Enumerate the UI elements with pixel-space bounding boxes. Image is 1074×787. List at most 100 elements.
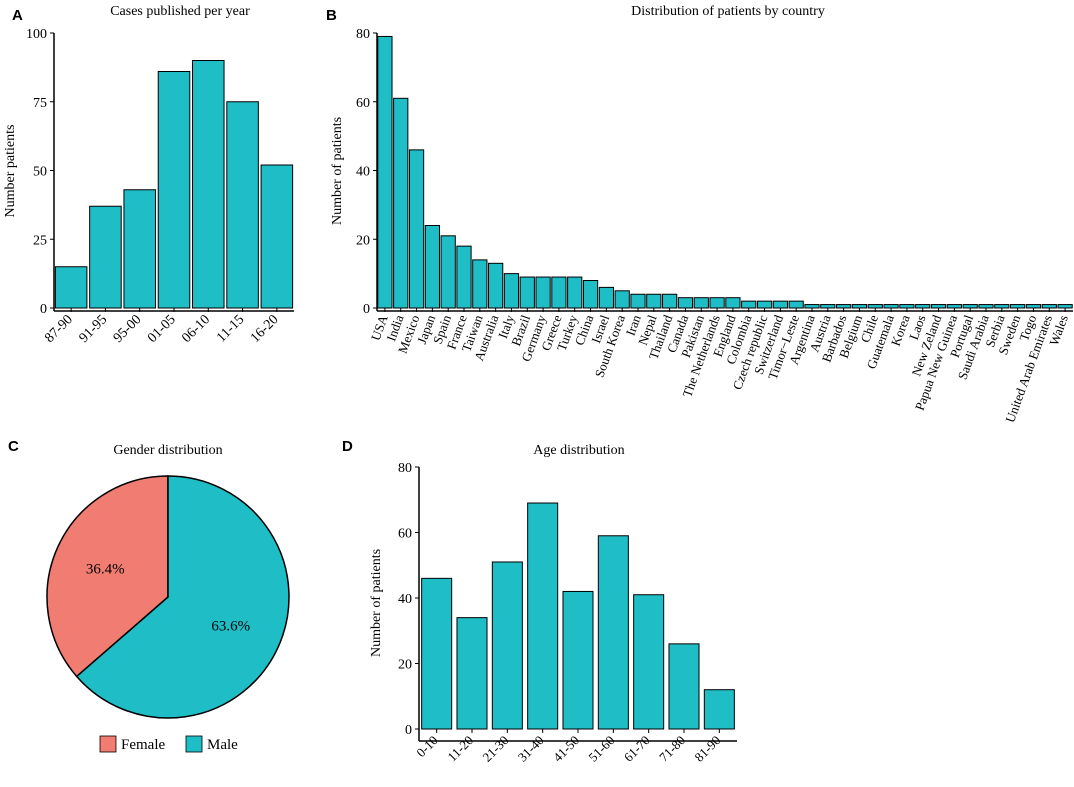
panel-a-ytick-label: 100 — [26, 27, 47, 42]
panel-d-ytick-label: 60 — [398, 527, 412, 542]
panel-b-bar-korea — [899, 304, 915, 309]
panel-d-xtick-label: 51-60 — [585, 733, 617, 765]
panel-letter-c: C — [8, 438, 19, 455]
panel-b-bar-belgium — [851, 304, 868, 309]
panel-b-bar-barbados — [836, 304, 852, 309]
panel-b-bar-usa — [377, 35, 393, 309]
panel-b-bar-switzerland — [772, 300, 788, 309]
panel-d-bar-0-10 — [421, 577, 453, 730]
panel-c-title: Gender distribution — [113, 443, 222, 458]
panel-b-bar-timor-leste — [788, 300, 804, 309]
panel-b-bar-germany — [535, 276, 551, 309]
panel-b-bar-nepal — [646, 293, 662, 309]
panel-letter-d: D — [342, 438, 353, 455]
panel-d-bar-11-20 — [456, 617, 488, 730]
panel-d-bar-51-60 — [597, 535, 629, 730]
panel-b-bar-sweden — [1010, 304, 1026, 309]
panel-b-ytick-label: 40 — [356, 165, 370, 180]
panel-b-bar-serbia — [994, 304, 1010, 309]
panel-d-ytick-label: 20 — [398, 658, 412, 673]
panel-b-bar-saudi-arabia — [978, 304, 994, 309]
panel-a-ytick-label: 50 — [33, 165, 47, 180]
panel-b-bar-canada — [677, 297, 694, 309]
panel-b-bar-france — [456, 245, 472, 309]
panel-a-xtick-label: 06-10 — [179, 312, 213, 346]
panel-b-ytick-label: 20 — [356, 233, 370, 248]
panel-b-bar-japan — [424, 225, 440, 309]
panel-a-bar-01-05 — [157, 71, 191, 309]
panel-d-xtick-label: 31-40 — [515, 733, 547, 765]
panel-b-bar-england — [725, 297, 741, 309]
panel-b-bar-thailand — [662, 293, 678, 309]
panel-b-bar-the-netherlands — [709, 297, 725, 309]
panel-b-chart: Distribution of patients by country Numb… — [330, 4, 1073, 425]
panel-d-ytick-label: 40 — [398, 592, 412, 607]
panel-a-xtick-label: 91-95 — [77, 312, 111, 346]
panel-d-bar-61-70 — [633, 594, 665, 730]
pie-label-female: 36.4% — [86, 561, 125, 577]
panel-a-bar-87-90 — [54, 266, 88, 309]
panel-d-xtick-label: 81-90 — [691, 733, 723, 765]
panel-b-bar-brazil — [519, 276, 535, 309]
panel-a-title: Cases published per year — [110, 4, 250, 19]
panel-b-title: Distribution of patients by country — [631, 4, 825, 19]
panel-a-ytick-label: 75 — [33, 96, 47, 111]
pie-slice-female — [46, 475, 169, 678]
panel-a-ytick-label: 25 — [33, 233, 47, 248]
panel-a-ylabel: Number patients — [3, 125, 18, 218]
panel-d-bar-71-80 — [668, 643, 700, 730]
panel-d-chart: Age distribution Number of patients 0 20 4… — [369, 443, 737, 765]
panel-b-bar-wales — [1057, 304, 1073, 309]
panel-b-bar-portugal — [962, 304, 978, 309]
panel-b-bar-spain — [440, 235, 456, 309]
panel-a-bar-06-10 — [192, 60, 225, 309]
panel-b-bar-papua-new-guinea — [946, 304, 962, 309]
panel-a-ytick-label: 0 — [40, 302, 47, 317]
panel-b-ylabel: Number of patients — [330, 117, 345, 225]
panel-b-bar-colombia — [741, 300, 757, 309]
pie-label-male: 63.6% — [211, 619, 250, 635]
panel-b-bar-chile — [867, 304, 883, 309]
panel-d-bar-81-90 — [703, 689, 735, 730]
legend-label-female: Female — [121, 737, 165, 753]
panel-a-xtick-label: 01-05 — [145, 312, 179, 346]
panel-b-bar-czech-republic — [756, 300, 773, 309]
panel-b-ytick-label: 60 — [356, 96, 370, 111]
panel-b-bar-south-korea — [614, 290, 630, 309]
panel-a-bar-95-00 — [123, 189, 156, 309]
panel-d-xtick-label: 71-80 — [656, 733, 688, 765]
panel-b-bar-united-arab-emirates — [1041, 304, 1057, 309]
panel-b-bar-israel — [598, 286, 614, 309]
panel-a-bar-91-95 — [89, 205, 122, 309]
panel-d-bar-21-30 — [491, 561, 523, 730]
panel-b-bar-india — [393, 97, 409, 309]
panel-a-bar-11-15 — [226, 101, 259, 309]
panel-a-xtick-label: 95-00 — [111, 312, 145, 346]
panel-d-bar-31-40 — [527, 502, 559, 730]
panel-a-chart: Cases published per year Number patients… — [3, 4, 294, 346]
panel-b-bar-argentina — [804, 304, 820, 309]
panel-b-bar-austria — [820, 304, 836, 309]
panel-b-ytick-label: 0 — [363, 302, 370, 317]
panel-d-xtick-label: 21-30 — [479, 733, 511, 765]
panel-d-xtick-label: 11-20 — [444, 733, 476, 765]
legend-swatch-male — [185, 735, 203, 753]
panel-a-xtick-label: 87-90 — [42, 312, 76, 346]
panel-b-xtick-label: Iran — [623, 312, 644, 337]
panel-b-ytick-label: 80 — [356, 27, 370, 42]
panel-d-bar-41-50 — [562, 590, 594, 730]
panel-c-chart: Gender distribution 36.4% 63.6% Female Ma… — [46, 443, 290, 753]
panel-letter-a: A — [12, 7, 23, 24]
panel-a-xtick-label: 11-15 — [214, 312, 247, 345]
panel-b-bar-taiwan — [472, 259, 488, 309]
panel-b-bar-togo — [1025, 304, 1042, 309]
panel-a-xtick-label: 16-20 — [248, 312, 282, 346]
panel-a-bar-16-20 — [260, 164, 294, 309]
panel-letter-b: B — [326, 7, 337, 24]
panel-b-bar-pakistan — [693, 297, 709, 309]
panel-d-xtick-label: 0-10 — [413, 733, 440, 760]
panel-b-bar-greece — [551, 276, 567, 309]
panel-b-bar-new-zeland — [930, 304, 947, 309]
legend-swatch-female — [99, 735, 117, 753]
